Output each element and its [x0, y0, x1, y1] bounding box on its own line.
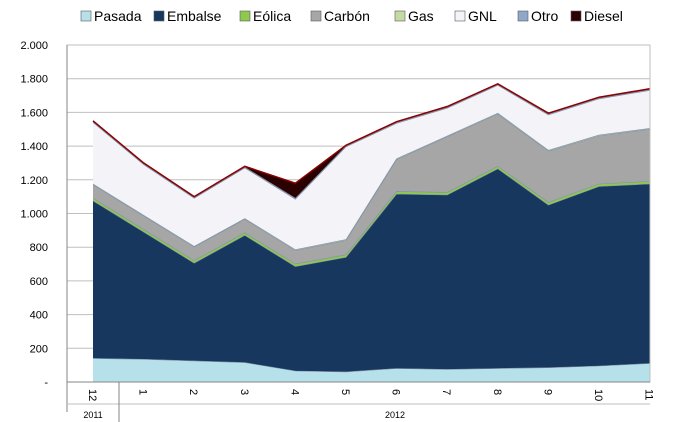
x-tick-label-5: 5 [339, 389, 351, 395]
y-tick-label-4: 800 [30, 242, 48, 254]
x-tick-label-6: 6 [390, 389, 402, 395]
legend-swatch-otro [517, 10, 529, 22]
series-edge-gas [92, 112, 650, 251]
x-tick-label-10: 10 [592, 389, 604, 401]
y-tick-label-9: 1.800 [20, 74, 48, 86]
legend-label-otro: Otro [531, 8, 558, 24]
series-edge-gnl [92, 85, 650, 200]
legend-label-eolica: Eólica [253, 8, 291, 24]
series-edge-eolica [92, 165, 650, 265]
legend-swatch-embalse [153, 10, 165, 22]
series-area-gnl [93, 85, 650, 250]
legend-swatch-carbon [310, 10, 322, 22]
x-tick-label-7: 7 [440, 389, 452, 395]
legend-label-carbon: Carbón [324, 8, 370, 24]
y-tick-label-0: - [44, 377, 48, 389]
y-tick-label-7: 1.400 [20, 141, 48, 153]
legend-swatch-gas [394, 10, 406, 22]
series-edge-diesel [92, 82, 650, 198]
x-tick-label-9: 9 [541, 389, 553, 395]
y-tick-label-5: 1.000 [20, 209, 48, 221]
series-edge-embalse [92, 168, 650, 267]
x-tick-label-3: 3 [238, 389, 250, 395]
legend-label-pasada: Pasada [94, 8, 142, 24]
year-group-label-2012: 2012 [385, 410, 405, 420]
y-tick-label-2: 400 [30, 310, 48, 322]
series-edge-pasada [92, 358, 650, 373]
y-tick-label-8: 1.600 [20, 107, 48, 119]
x-tick-label-0: 12 [86, 389, 98, 401]
legend-swatch-eolica [239, 10, 251, 22]
series-area-eolica [93, 166, 650, 267]
x-tick-label-4: 4 [288, 389, 300, 395]
x-tick-label-8: 8 [491, 389, 503, 395]
y-tick-label-3: 600 [30, 276, 48, 288]
legend-label-gas: Gas [408, 8, 434, 24]
legend-label-embalse: Embalse [167, 8, 222, 24]
y-tick-label-6: 1.200 [20, 175, 48, 187]
x-tick-label-1: 1 [137, 389, 149, 395]
legend-swatch-diesel [570, 10, 582, 22]
legend-label-diesel: Diesel [584, 8, 623, 24]
x-tick-label-2: 2 [187, 389, 199, 395]
y-tick-label-1: 200 [30, 343, 48, 355]
legend-label-gnl: GNL [468, 8, 497, 24]
series-edge-carbon [92, 113, 650, 251]
legend-swatch-gnl [454, 10, 466, 22]
y-tick-label-10: 2.000 [20, 40, 48, 52]
year-group-label-2011: 2011 [83, 410, 102, 420]
series-area-embalse [93, 168, 650, 372]
legend-swatch-pasada [80, 10, 92, 22]
x-tick-label-11: 11 [643, 389, 655, 400]
